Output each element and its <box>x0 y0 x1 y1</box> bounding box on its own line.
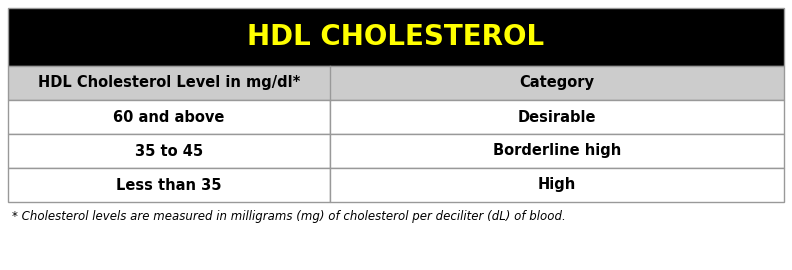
Text: Borderline high: Borderline high <box>493 143 621 158</box>
Bar <box>8 100 330 134</box>
Text: 35 to 45: 35 to 45 <box>135 143 203 158</box>
Bar <box>8 8 784 66</box>
Text: High: High <box>538 177 576 193</box>
Bar <box>8 66 784 100</box>
Text: HDL CHOLESTEROL: HDL CHOLESTEROL <box>247 23 545 51</box>
Text: Desirable: Desirable <box>518 110 596 124</box>
Text: Less than 35: Less than 35 <box>116 177 222 193</box>
Text: HDL Cholesterol Level in mg/dl*: HDL Cholesterol Level in mg/dl* <box>38 76 300 90</box>
Text: * Cholesterol levels are measured in milligrams (mg) of cholesterol per decilite: * Cholesterol levels are measured in mil… <box>12 210 565 223</box>
Bar <box>330 134 784 168</box>
Bar <box>8 168 330 202</box>
Bar <box>8 134 330 168</box>
Bar <box>330 168 784 202</box>
Text: 60 and above: 60 and above <box>113 110 225 124</box>
Bar <box>330 100 784 134</box>
Text: Category: Category <box>520 76 595 90</box>
